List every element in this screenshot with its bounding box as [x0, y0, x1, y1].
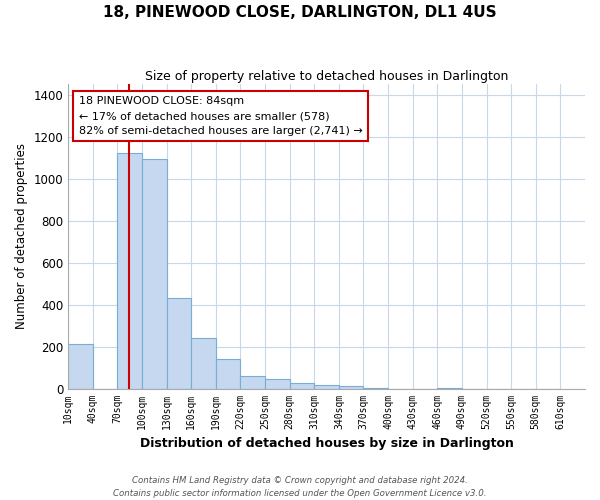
Text: 18, PINEWOOD CLOSE, DARLINGTON, DL1 4US: 18, PINEWOOD CLOSE, DARLINGTON, DL1 4US: [103, 5, 497, 20]
X-axis label: Distribution of detached houses by size in Darlington: Distribution of detached houses by size …: [140, 437, 514, 450]
Bar: [167, 298, 191, 388]
Text: Contains HM Land Registry data © Crown copyright and database right 2024.
Contai: Contains HM Land Registry data © Crown c…: [113, 476, 487, 498]
Bar: [265, 379, 290, 388]
Bar: [339, 386, 364, 388]
Bar: [241, 376, 265, 388]
Bar: [142, 158, 167, 388]
Y-axis label: Number of detached properties: Number of detached properties: [15, 144, 28, 330]
Title: Size of property relative to detached houses in Darlington: Size of property relative to detached ho…: [145, 70, 508, 83]
Text: 18 PINEWOOD CLOSE: 84sqm
← 17% of detached houses are smaller (578)
82% of semi-: 18 PINEWOOD CLOSE: 84sqm ← 17% of detach…: [79, 96, 362, 136]
Bar: [191, 338, 216, 388]
Bar: [68, 344, 93, 389]
Bar: [118, 154, 142, 388]
Bar: [290, 384, 314, 388]
Bar: [314, 386, 339, 388]
Bar: [216, 359, 241, 388]
